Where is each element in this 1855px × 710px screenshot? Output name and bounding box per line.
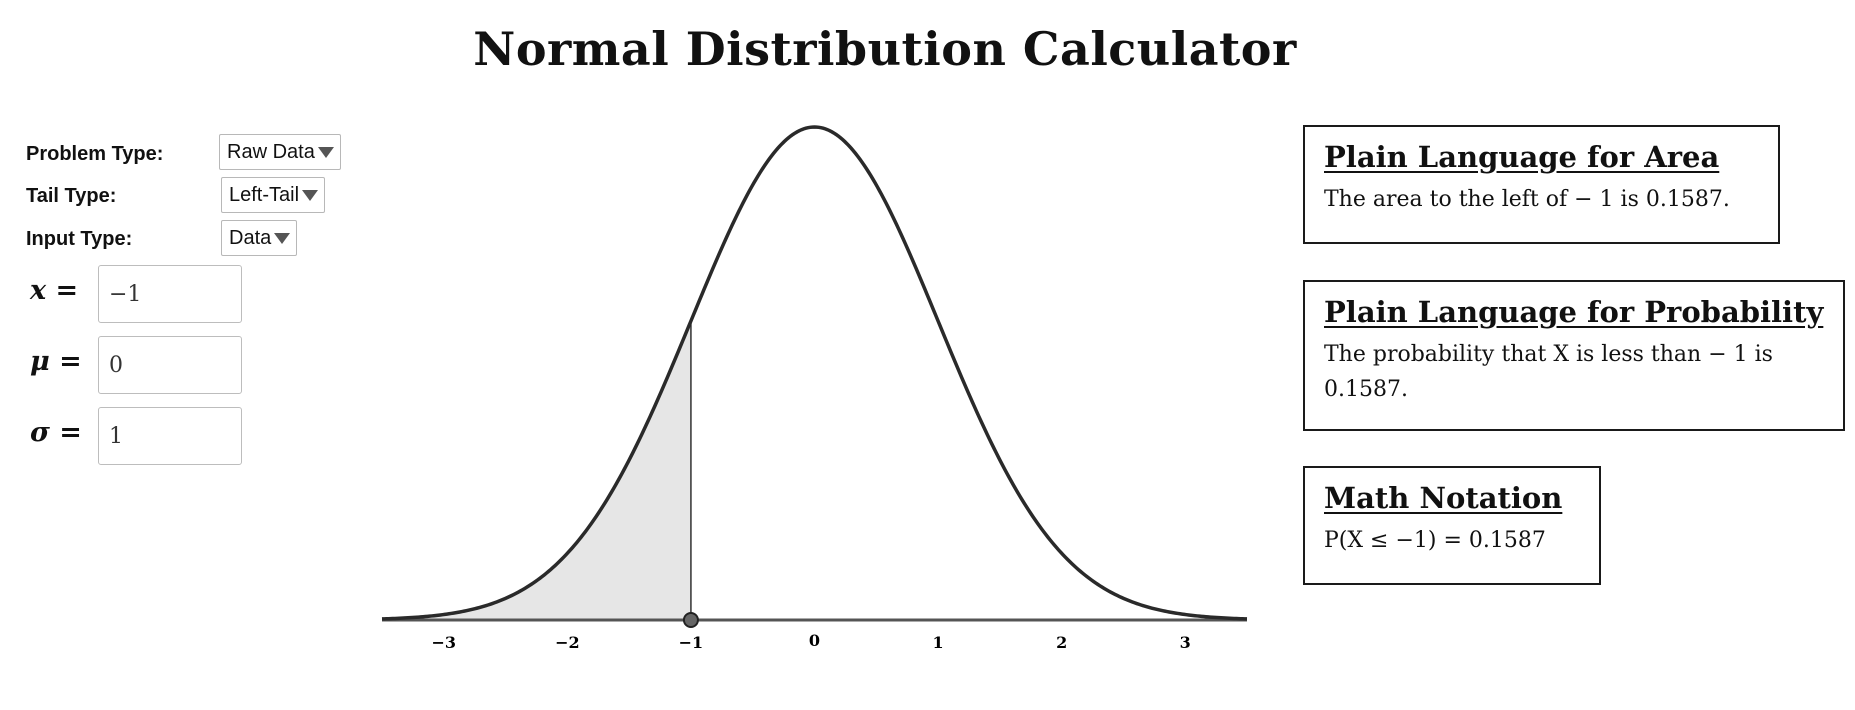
mu-label: μ = bbox=[30, 346, 82, 377]
problem-type-dropdown[interactable]: Raw Data bbox=[219, 134, 341, 170]
dropdown-arrow-icon bbox=[317, 146, 334, 158]
x-tick-label: −1 bbox=[679, 633, 704, 652]
probability-panel-heading: Plain Language for Probability bbox=[1324, 295, 1824, 329]
x-tick-label: −2 bbox=[555, 633, 580, 652]
x-tick-label: 2 bbox=[1056, 633, 1067, 652]
math-panel: Math Notation P(X ≤ −1) = 0.1587 bbox=[1303, 466, 1601, 585]
x-tick-label: 1 bbox=[933, 633, 944, 652]
input-type-label: Input Type: bbox=[26, 228, 133, 250]
sigma-input[interactable] bbox=[98, 407, 242, 465]
x-tick-label: −3 bbox=[432, 633, 457, 652]
input-type-value: Data bbox=[229, 226, 272, 249]
x-tick-label: 0 bbox=[809, 631, 820, 650]
problem-type-value: Raw Data bbox=[227, 140, 315, 163]
page-title: Normal Distribution Calculator bbox=[473, 22, 1297, 76]
x-value-handle[interactable] bbox=[682, 612, 699, 628]
shaded-area bbox=[382, 320, 691, 620]
tail-type-dropdown[interactable]: Left-Tail bbox=[221, 177, 326, 213]
area-panel: Plain Language for Area The area to the … bbox=[1303, 125, 1780, 244]
x-input[interactable] bbox=[98, 265, 242, 323]
x-label: x = bbox=[30, 275, 79, 306]
area-panel-heading: Plain Language for Area bbox=[1324, 140, 1720, 174]
sigma-label: σ = bbox=[30, 417, 82, 448]
math-panel-text: P(X ≤ −1) = 0.1587 bbox=[1324, 528, 1546, 553]
problem-type-label: Problem Type: bbox=[26, 143, 164, 165]
probability-panel: Plain Language for Probability The proba… bbox=[1303, 280, 1845, 431]
normal-curve-line bbox=[381, 125, 1248, 621]
area-panel-text: The area to the left of − 1 is 0.1587. bbox=[1324, 187, 1730, 212]
normal-curve-chart: −3 −2 −1 0 1 2 3 bbox=[381, 125, 1248, 652]
input-type-dropdown[interactable]: Data bbox=[221, 220, 298, 256]
dropdown-arrow-icon bbox=[274, 232, 291, 244]
tail-type-label: Tail Type: bbox=[26, 185, 117, 207]
probability-panel-text: The probability that X is less than − 1 … bbox=[1324, 342, 1773, 402]
tail-type-value: Left-Tail bbox=[229, 183, 300, 206]
math-panel-heading: Math Notation bbox=[1324, 481, 1563, 515]
mu-input[interactable] bbox=[98, 336, 242, 394]
dropdown-arrow-icon bbox=[302, 189, 319, 201]
x-tick-label: 3 bbox=[1180, 633, 1191, 652]
